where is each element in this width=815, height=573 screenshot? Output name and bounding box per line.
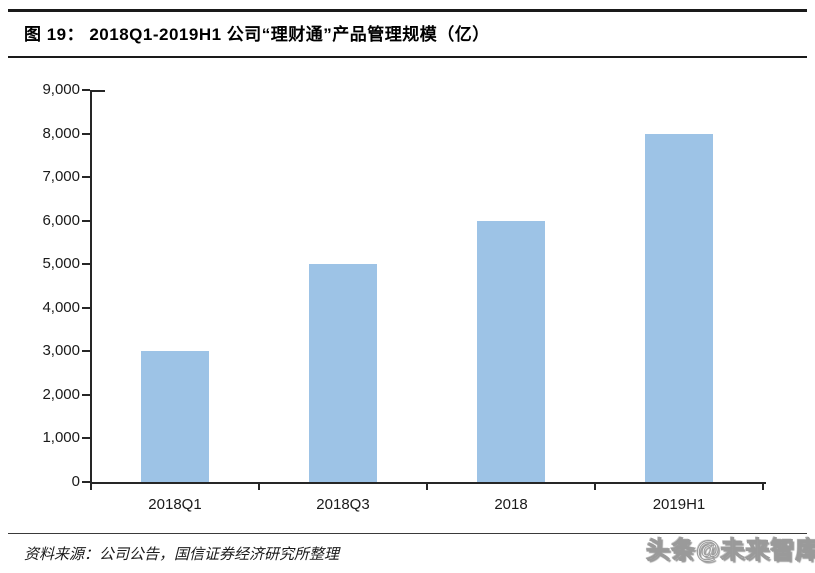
- y-axis-label: 3,000: [42, 342, 80, 360]
- source-divider-rule: [8, 533, 807, 534]
- x-axis-tick: [258, 484, 260, 490]
- figure-title: 图 19： 2018Q1-2019H1 公司“理财通”产品管理规模（亿）: [24, 25, 490, 44]
- y-axis-tick: [82, 263, 90, 266]
- y-axis-top-cap: [92, 90, 105, 92]
- y-axis-tick: [82, 132, 90, 135]
- y-axis-tick: [82, 306, 90, 309]
- y-axis-tick: [82, 176, 90, 179]
- y-axis-label: 6,000: [42, 211, 80, 229]
- y-axis-label: 5,000: [42, 255, 80, 273]
- y-axis-tick: [82, 393, 90, 396]
- y-axis-label: 4,000: [42, 298, 80, 316]
- y-axis-label: 7,000: [42, 168, 80, 186]
- x-axis-label: 2018Q1: [148, 496, 202, 513]
- y-axis-tick: [82, 481, 90, 483]
- y-axis-line: [90, 90, 92, 484]
- y-axis-label: 0: [71, 473, 80, 490]
- bar-2019H1: [645, 134, 713, 482]
- x-axis-label: 2018: [494, 496, 528, 513]
- source-note: 资料来源：公司公告，国信证券经济研究所整理: [24, 545, 340, 563]
- x-axis-tick: [426, 484, 428, 490]
- x-axis-tick: [90, 484, 92, 490]
- y-axis-tick: [82, 437, 90, 440]
- top-rule: [8, 9, 807, 12]
- title-divider-rule: [8, 56, 807, 58]
- watermark: 头条@未来智库: [645, 537, 815, 565]
- y-axis-label: 1,000: [42, 429, 80, 447]
- y-axis-label: 9,000: [42, 81, 80, 98]
- x-axis-line: [90, 482, 766, 484]
- x-axis-label: 2019H1: [652, 496, 706, 513]
- bar-2018Q3: [309, 264, 377, 482]
- y-axis-tick: [82, 350, 90, 353]
- bar-2018Q1: [141, 351, 209, 482]
- x-axis-tick: [762, 484, 764, 490]
- y-axis-tick: [82, 219, 90, 222]
- bar-2018: [477, 221, 545, 482]
- y-axis-label: 2,000: [42, 385, 80, 403]
- x-axis-label: 2018Q3: [316, 496, 370, 513]
- y-axis-tick: [82, 89, 90, 91]
- y-axis-label: 8,000: [42, 124, 80, 142]
- x-axis-tick: [594, 484, 596, 490]
